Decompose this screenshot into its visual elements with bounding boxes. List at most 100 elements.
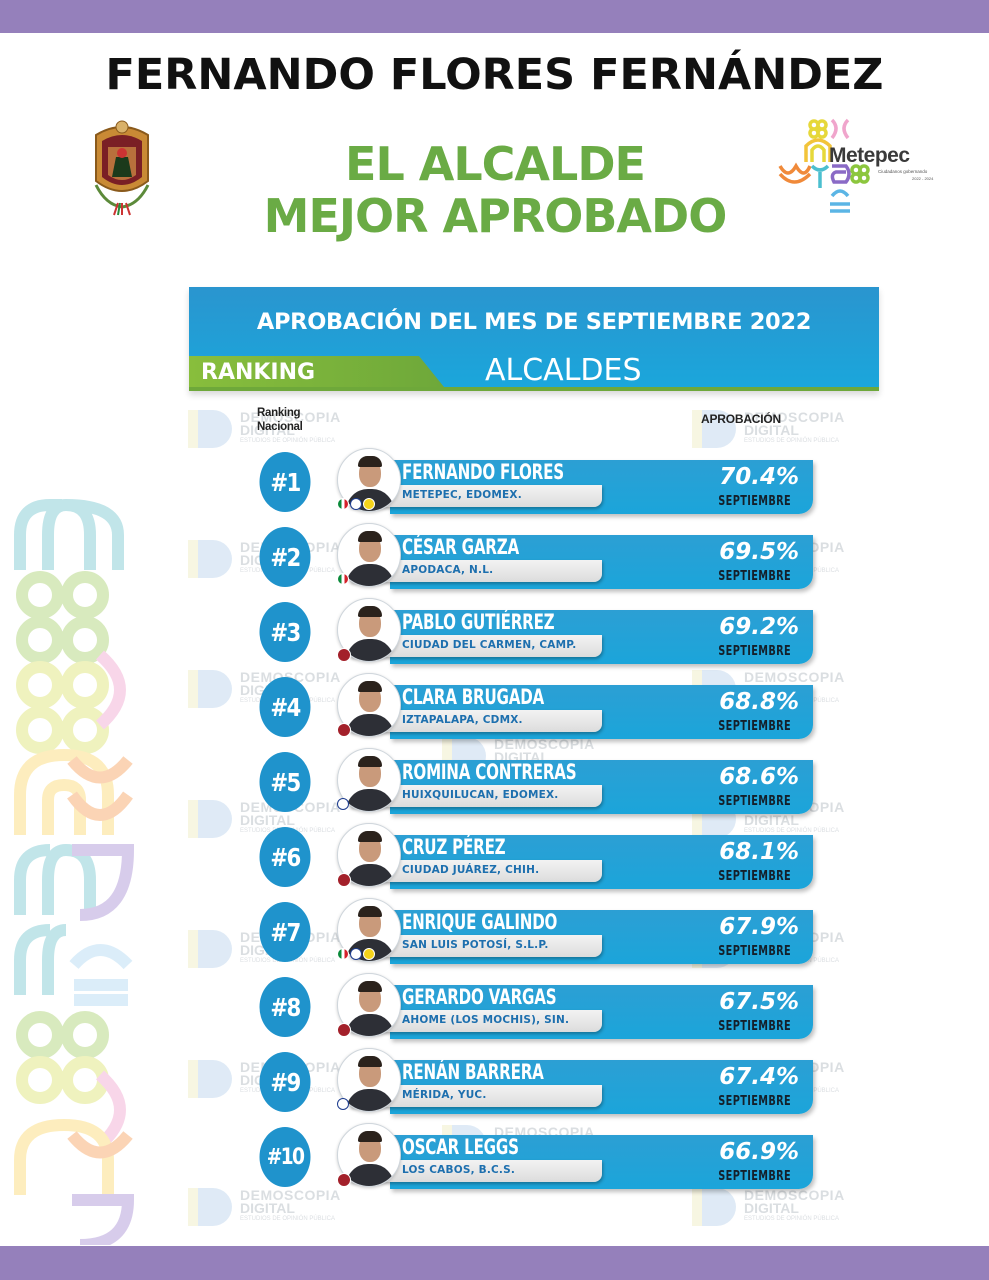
mayor-name: RENÁN BARRERA [402, 1060, 544, 1084]
party-badge-pri-icon: PRI [337, 498, 349, 510]
rank-badge: #3 [259, 602, 311, 662]
mayor-name: CLARA BRUGADA [402, 685, 545, 709]
rank-badge: #7 [259, 902, 311, 962]
ranking-row: #7 67.9% SEPTIEMBRE ENRIQUE GALINDO SAN … [255, 898, 815, 964]
party-badge-prd-icon: PRD [363, 498, 375, 510]
party-badge-pan-icon: PAN [350, 948, 362, 960]
metepec-logo-text: Metepec [829, 144, 910, 167]
party-badges: morena [337, 723, 351, 737]
location-plate [350, 785, 602, 807]
approval-percent: 69.2% [719, 614, 799, 640]
rank-badge: #8 [259, 977, 311, 1037]
approval-percent: 66.9% [719, 1139, 799, 1165]
approval-month: SEPTIEMBRE [718, 794, 791, 809]
approval-month: SEPTIEMBRE [718, 494, 791, 509]
page-title: FERNANDO FLORES FERNÁNDEZ [105, 50, 884, 100]
party-badge-morena-icon: morena [337, 873, 351, 887]
ranking-row: #1 70.4% SEPTIEMBRE FERNANDO FLORES METE… [255, 448, 815, 514]
mayor-location: METEPEC, EDOMEX. [402, 489, 522, 501]
party-badges: PAN [337, 798, 349, 810]
party-badge-morena-icon: morena [337, 648, 351, 662]
ranking-row: #6 68.1% SEPTIEMBRE CRUZ PÉREZ CIUDAD JU… [255, 823, 815, 889]
approval-month: SEPTIEMBRE [718, 644, 791, 659]
mayor-name: CRUZ PÉREZ [402, 835, 506, 859]
party-badges: morena [337, 1023, 351, 1037]
party-badge-pan-icon: PAN [337, 1098, 349, 1110]
approval-percent: 68.1% [719, 839, 799, 865]
column-header-ranking: Ranking Nacional [257, 407, 303, 433]
column-header-approval: APROBACIÓN [701, 412, 782, 426]
rank-badge: #2 [259, 527, 311, 587]
rank-badge: #10 [259, 1127, 311, 1187]
party-badge-pri-icon: PRI [337, 573, 349, 585]
location-plate [350, 710, 602, 732]
decorative-pattern-icon [14, 499, 135, 1245]
location-plate [350, 860, 602, 882]
metepec-logo-icon [778, 118, 870, 213]
mayor-name: ENRIQUE GALINDO [402, 910, 558, 934]
party-badges: PRIPANPRD [337, 948, 375, 960]
mayor-location: APODACA, N.L. [402, 564, 494, 576]
party-badge-pan-icon: PAN [337, 798, 349, 810]
mayor-location: AHOME (LOS MOCHIS), SIN. [402, 1014, 570, 1026]
approval-month: SEPTIEMBRE [718, 1094, 791, 1109]
party-badges: morena [337, 873, 351, 887]
approval-percent: 68.8% [719, 689, 799, 715]
ranking-row: #8 67.5% SEPTIEMBRE GERARDO VARGAS AHOME… [255, 973, 815, 1039]
mayor-photo-avatar [337, 598, 401, 662]
party-badge-pan-icon: PAN [350, 498, 362, 510]
approval-month: SEPTIEMBRE [718, 869, 791, 884]
party-badge-morena-icon: morena [337, 723, 351, 737]
party-badge-morena-icon: morena [337, 1023, 351, 1037]
ranking-row: #9 67.4% SEPTIEMBRE RENÁN BARRERA MÉRIDA… [255, 1048, 815, 1114]
mayor-name: FERNANDO FLORES [402, 460, 564, 484]
location-plate [350, 635, 602, 657]
party-badges: PRI [337, 573, 349, 585]
location-plate [350, 935, 602, 957]
mayor-name: CÉSAR GARZA [402, 535, 519, 559]
rank-badge: #6 [259, 827, 311, 887]
bottom-purple-bar [0, 1246, 989, 1280]
metepec-tagline: Ciudadanos gobernando [878, 169, 928, 174]
subtitle-line-2: MEJOR APROBADO [263, 189, 728, 243]
approval-month: SEPTIEMBRE [718, 1169, 791, 1184]
location-plate [350, 560, 602, 582]
subtitle-line-1: EL ALCALDE [345, 137, 646, 191]
panel-title: APROBACIÓN DEL MES DE SEPTIEMBRE 2022 [256, 309, 812, 335]
mayor-location: CIUDAD DEL CARMEN, CAMP. [402, 639, 577, 651]
ranking-label: RANKING [201, 360, 316, 385]
mayor-name: ROMINA CONTRERAS [402, 760, 577, 784]
party-badge-pri-icon: PRI [337, 948, 349, 960]
approval-month: SEPTIEMBRE [718, 719, 791, 734]
ranking-row: #5 68.6% SEPTIEMBRE ROMINA CONTRERAS HUI… [255, 748, 815, 814]
rank-badge: #1 [259, 452, 311, 512]
ranking-row: #4 68.8% SEPTIEMBRE CLARA BRUGADA IZTAPA… [255, 673, 815, 739]
party-badges: morena [337, 648, 351, 662]
location-plate [350, 1085, 602, 1107]
mayor-location: CIUDAD JUÁREZ, CHIH. [402, 864, 540, 876]
approval-percent: 70.4% [719, 464, 799, 490]
approval-percent: 69.5% [719, 539, 799, 565]
top-purple-bar [0, 0, 989, 33]
mayor-location: HUIXQUILUCAN, EDOMEX. [402, 789, 559, 801]
subtitle: EL ALCALDE MEJOR APROBADO [230, 138, 760, 242]
party-badges: morena [337, 1173, 351, 1187]
mayor-location: MÉRIDA, YUC. [402, 1089, 487, 1101]
mayor-location: SAN LUIS POTOSÍ, S.L.P. [402, 939, 549, 951]
rank-badge: #4 [259, 677, 311, 737]
mayor-location: LOS CABOS, B.C.S. [402, 1164, 516, 1176]
approval-percent: 67.9% [719, 914, 799, 940]
category-label: ALCALDES [485, 353, 642, 388]
coat-of-arms-icon [94, 120, 150, 216]
rank-badge: #9 [259, 1052, 311, 1112]
party-badge-morena-icon: morena [337, 1173, 351, 1187]
panel-green-underline [189, 387, 879, 391]
mayor-name: GERARDO VARGAS [402, 985, 557, 1009]
mayor-location: IZTAPALAPA, CDMX. [402, 714, 523, 726]
party-badge-prd-icon: PRD [363, 948, 375, 960]
ranking-row: #3 69.2% SEPTIEMBRE PABLO GUTIÉRREZ CIUD… [255, 598, 815, 664]
ranking-tab: RANKING [189, 356, 444, 387]
location-plate [350, 1160, 602, 1182]
